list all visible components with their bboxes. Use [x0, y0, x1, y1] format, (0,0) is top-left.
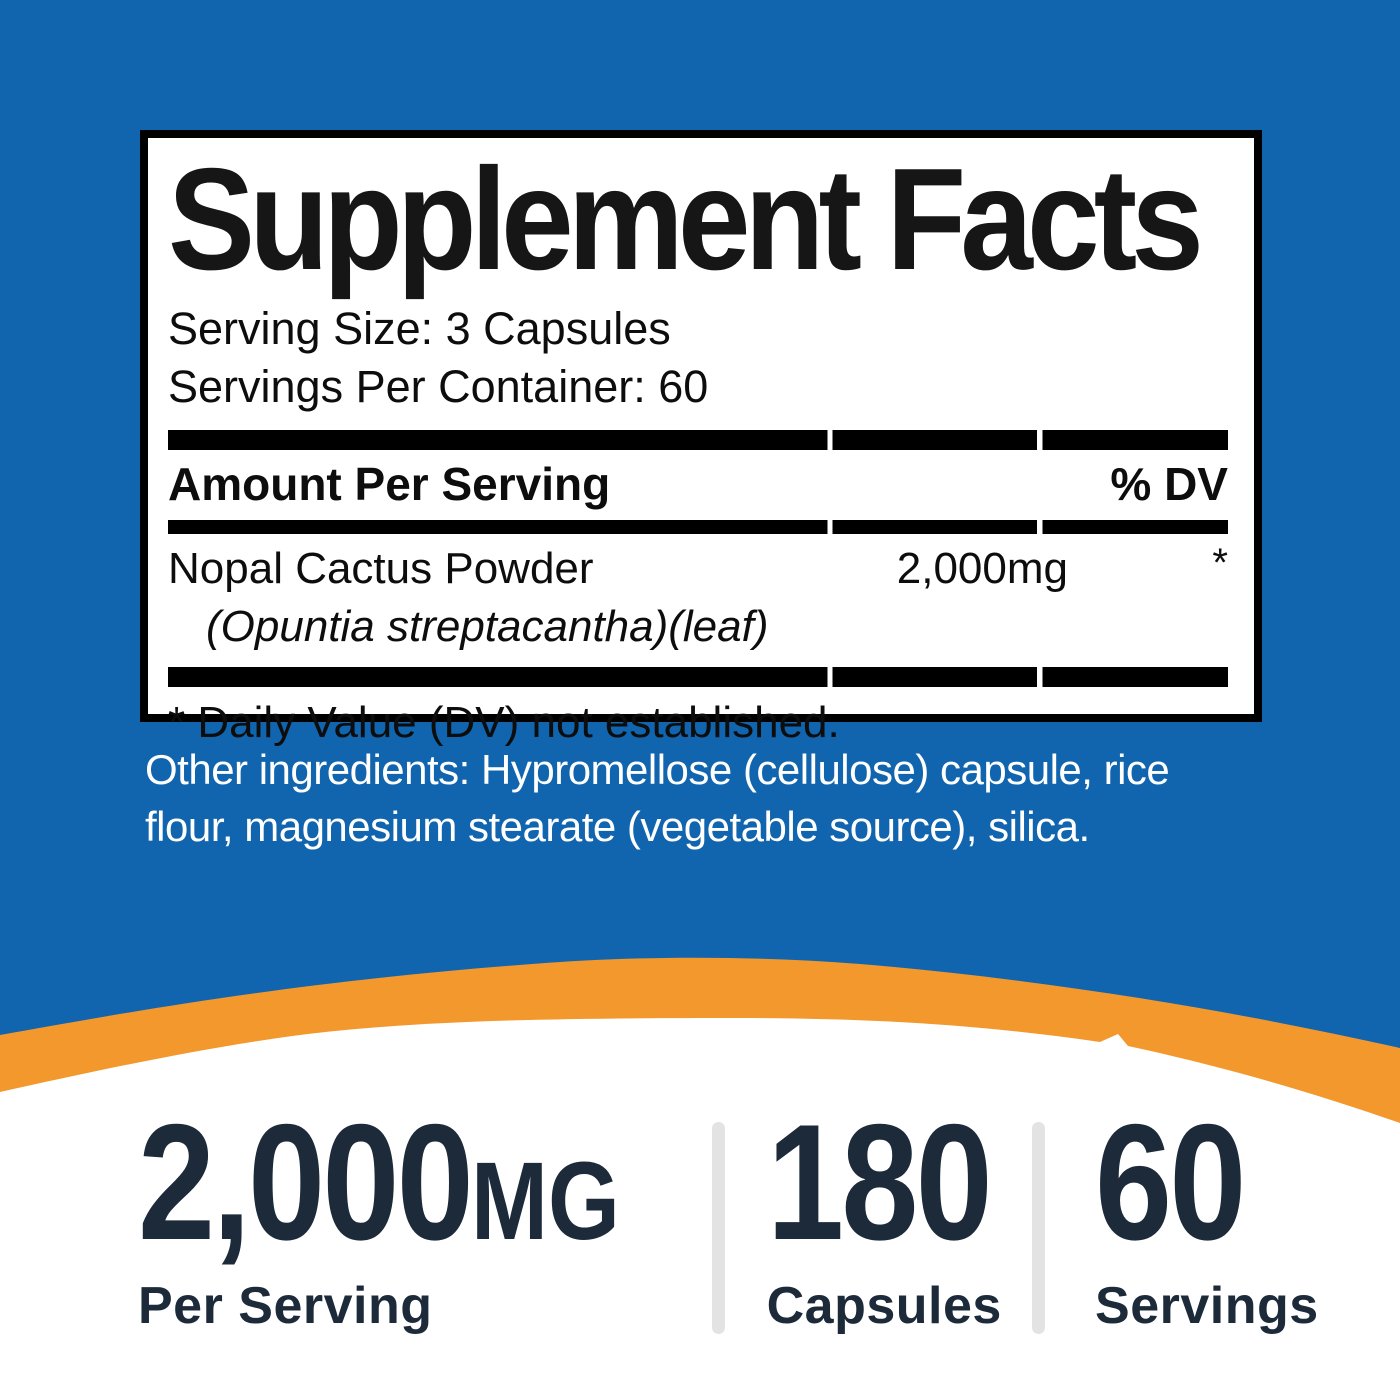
divider-bar-middle [168, 519, 1228, 534]
panel-title: Supplement Facts [168, 138, 1204, 300]
stat-divider-1 [711, 1122, 725, 1334]
divider-bar-top [168, 429, 1228, 450]
other-ingredients-text: Other ingredients: Hypromellose (cellulo… [145, 741, 1315, 855]
stat-value-servings: 60 [1095, 1100, 1246, 1265]
servings-per-container-line: Servings Per Container: 60 [168, 360, 709, 412]
ingredient-dv-asterisk: * [1212, 540, 1228, 585]
stat-number: 60 [1095, 1090, 1246, 1274]
stat-label-capsules: Capsules [766, 1277, 1002, 1336]
stat-number: 2,000 [138, 1090, 474, 1274]
amount-per-serving-header: Amount Per Serving [168, 457, 611, 510]
daily-value-footnote: * Daily Value (DV) not established. [168, 697, 840, 747]
stat-number: 180 [766, 1090, 993, 1274]
stats-row: 2,000MG Per Serving 180 Capsules 60 Serv… [138, 1100, 1318, 1336]
stat-divider-2 [1032, 1122, 1046, 1334]
stat-label-per-serving: Per Serving [138, 1277, 433, 1336]
column-header-row: Amount Per Serving % DV [168, 450, 1228, 520]
percent-dv-header: % DV [1110, 457, 1228, 510]
stat-per-serving: 2,000MG Per Serving [138, 1100, 712, 1336]
ingredient-amount: 2,000mg [896, 543, 1068, 593]
stat-label-servings: Servings [1095, 1277, 1319, 1336]
swoosh-graphic [0, 957, 1400, 1400]
stat-value-per-serving: 2,000MG [138, 1100, 620, 1265]
ingredient-name: Nopal Cactus Powder [168, 543, 594, 593]
ingredient-row: Nopal Cactus Powder 2,000mg * [168, 541, 1228, 595]
stat-unit-mg: MG [470, 1140, 620, 1263]
stat-capsules: 180 Capsules [725, 1100, 1032, 1336]
other-ingredients-line1: Other ingredients: Hypromellose (cellulo… [145, 746, 1170, 793]
divider-bar-bottom [168, 666, 1228, 687]
stat-value-capsules: 180 [767, 1100, 993, 1265]
other-ingredients-line2: flour, magnesium stearate (vegetable sou… [145, 803, 1090, 850]
serving-size-line: Serving Size: 3 Capsules [168, 302, 671, 354]
white-base-shape [0, 1018, 1400, 1400]
ingredient-botanical-name: (Opuntia streptacantha)(leaf) [206, 602, 769, 652]
supplement-facts-panel: Supplement Facts Serving Size: 3 Capsule… [140, 130, 1262, 747]
stat-servings: 60 Servings [1045, 1100, 1319, 1336]
